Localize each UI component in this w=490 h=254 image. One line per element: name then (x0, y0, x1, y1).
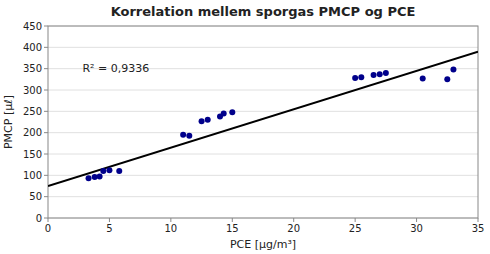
y-tick (44, 196, 48, 197)
grid-line (48, 154, 478, 155)
scatter-point (420, 75, 426, 81)
chart-title: Korrelation mellem sporgas PMCP og PCE (111, 4, 416, 19)
x-tick (48, 218, 49, 222)
scatter-point (199, 118, 205, 124)
x-tick-label: 25 (349, 223, 362, 234)
y-tick-label: 250 (23, 106, 42, 117)
scatter-point (180, 132, 186, 138)
y-tick-label: 150 (23, 149, 42, 160)
grid (48, 26, 478, 218)
y-tick-label: 100 (23, 170, 42, 181)
scatter-point (450, 67, 456, 73)
scatter-point (358, 74, 364, 80)
x-tick (170, 218, 171, 222)
page: {"chart_data": {"type": "scatter", "titl… (0, 0, 490, 254)
y-tick-label: 450 (23, 21, 42, 32)
y-tick (44, 90, 48, 91)
grid-line (48, 196, 478, 197)
x-axis-label: PCE [µg/m³] (230, 238, 296, 251)
x-axis: 0 5 10 15 20 25 30 35 (45, 218, 485, 234)
x-tick-label: 30 (410, 223, 423, 234)
y-tick (44, 154, 48, 155)
y-tick (44, 68, 48, 69)
scatter-point (186, 133, 192, 139)
x-tick-label: 0 (45, 223, 51, 234)
y-tick (44, 175, 48, 176)
x-tick (293, 218, 294, 222)
y-tick (44, 132, 48, 133)
x-tick (109, 218, 110, 222)
chart-svg: Korrelation mellem sporgas PMCP og PCE 0 5… (0, 0, 490, 254)
x-tick-label: 10 (164, 223, 177, 234)
x-tick-label: 15 (226, 223, 239, 234)
scatter-point (371, 72, 377, 78)
x-tick (232, 218, 233, 222)
y-tick-label: 350 (23, 63, 42, 74)
grid-line (48, 111, 478, 112)
grid-line (48, 132, 478, 133)
grid-line (48, 90, 478, 91)
scatter-point (205, 117, 211, 123)
scatter-point (86, 175, 92, 181)
scatter-point (383, 70, 389, 76)
x-tick-label: 5 (106, 223, 112, 234)
scatter-point (116, 168, 122, 174)
y-tick-label: 0 (36, 213, 42, 224)
grid-line (48, 175, 478, 176)
scatter-point (444, 76, 450, 82)
y-tick (44, 47, 48, 48)
x-tick-label: 35 (472, 223, 485, 234)
marks (48, 52, 478, 186)
x-tick (478, 218, 479, 222)
scatter-point (229, 109, 235, 115)
y-tick-label: 400 (23, 42, 42, 53)
scatter-point (352, 75, 358, 81)
chart-container: Korrelation mellem sporgas PMCP og PCE 0 5… (0, 0, 490, 254)
y-tick (44, 218, 48, 219)
x-tick-label: 20 (287, 223, 300, 234)
scatter-point (221, 110, 227, 116)
scatter-point (377, 71, 383, 77)
y-axis: 0 50 100 150 200 250 300 350 400 450 (23, 21, 48, 224)
x-tick (416, 218, 417, 222)
scatter-point (97, 174, 103, 180)
x-tick (355, 218, 356, 222)
y-tick-label: 300 (23, 85, 42, 96)
y-tick-label: 200 (23, 127, 42, 138)
y-tick-label: 50 (29, 191, 42, 202)
y-tick (44, 26, 48, 27)
trendline (48, 52, 478, 186)
y-axis-label: PMCP [µℓ] (2, 95, 15, 149)
plot-frame (48, 26, 478, 218)
scatter-point (100, 168, 106, 174)
grid-line (48, 47, 478, 48)
annotation: R² = 0,9336 (82, 62, 149, 75)
y-tick (44, 111, 48, 112)
scatter-point (106, 167, 112, 173)
